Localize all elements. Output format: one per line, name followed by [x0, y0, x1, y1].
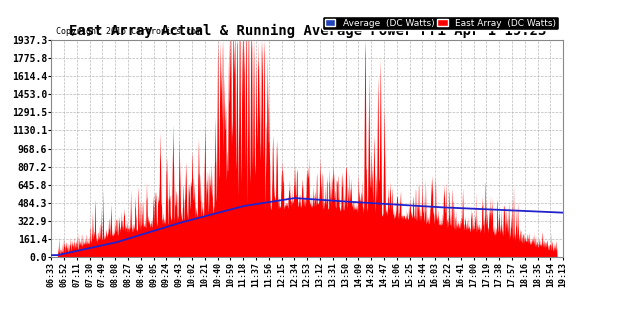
Title: East Array Actual & Running Average Power Fri Apr 1 19:23: East Array Actual & Running Average Powe…: [68, 24, 546, 38]
Legend: Average  (DC Watts), East Array  (DC Watts): Average (DC Watts), East Array (DC Watts…: [322, 16, 559, 30]
Text: Copyright 2016 Cartronics.com: Copyright 2016 Cartronics.com: [56, 26, 202, 36]
